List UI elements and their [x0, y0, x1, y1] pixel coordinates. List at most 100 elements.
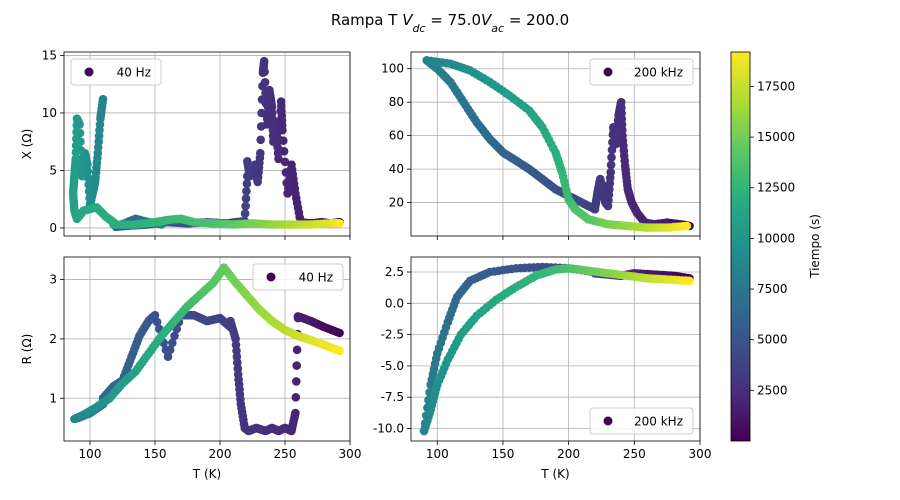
x-tick-label: 100	[426, 447, 449, 461]
figure-title: Rampa T Vdc = 75.0Vac = 200.0	[331, 11, 569, 35]
y-tick-label: 10	[42, 106, 57, 120]
scatter-point	[292, 361, 302, 370]
scatter-point	[72, 134, 81, 144]
y-tick-label: 2	[49, 332, 57, 346]
scatter-point	[280, 157, 290, 167]
y-tick-label: 1	[49, 391, 57, 405]
y-tick-label: -5.0	[381, 359, 404, 373]
y-tick-label: 20	[389, 196, 404, 210]
scatter-point	[607, 145, 617, 155]
scatter-point	[72, 114, 82, 123]
scatter-point	[282, 178, 292, 188]
colorbar: 2500 5000 7500 10000 12500 15000 17500 Tiempo …	[730, 51, 822, 442]
y-tick-label: 2.5	[385, 265, 404, 279]
scatter-point	[257, 108, 266, 118]
y-tick-label: 3	[49, 273, 57, 287]
x-axis-label: T (K)	[192, 467, 221, 481]
scatter-point	[685, 276, 694, 286]
scatter-point	[72, 127, 81, 137]
scatter-series	[68, 56, 344, 232]
legend-box	[589, 407, 694, 435]
x-tick-label: 300	[339, 447, 362, 461]
colorbar-tick-label: 17500	[757, 79, 795, 93]
scatter-point	[170, 331, 179, 341]
scatter-point	[243, 171, 252, 181]
scatter-point	[256, 122, 266, 131]
figure-title-prefix: Rampa T	[331, 11, 402, 29]
x-tick-label: 250	[274, 447, 297, 461]
figure-title-run: = 75.0	[425, 11, 481, 29]
scatter-point	[276, 106, 286, 116]
legend-box	[70, 58, 162, 86]
scatter-point	[609, 123, 618, 132]
colorbar-tick-label: 7500	[757, 282, 788, 296]
x-200khz-panel: 20 40 60 80 100 200 kHz	[381, 51, 701, 240]
x-40hz-panel: 0 5 10 15 X (Ω) 40 Hz	[20, 48, 351, 240]
scatter-point	[292, 345, 302, 355]
scatter-point	[292, 377, 301, 386]
colorbar-gradient	[730, 51, 751, 442]
legend-box	[589, 58, 694, 86]
legend: 200 kHz	[589, 407, 694, 435]
scatter-point	[682, 221, 692, 231]
scatter-point	[242, 179, 252, 188]
figure-title-run: ac	[491, 22, 504, 35]
colorbar-label: Tiempo (s)	[808, 214, 822, 279]
legend: 200 kHz	[589, 58, 694, 86]
scatter-series	[419, 262, 694, 436]
scatter-point	[258, 68, 268, 77]
figure-title-run: V	[402, 11, 414, 29]
plot-frame	[63, 51, 351, 237]
scatter-series	[422, 56, 694, 232]
scatter-point	[241, 201, 250, 211]
scatter-point	[77, 171, 87, 181]
y-tick-label: -10.0	[373, 421, 404, 435]
x-tick-label: 250	[623, 447, 646, 461]
colorbar-tick-label: 5000	[757, 333, 788, 347]
x-tick-label: 150	[492, 447, 515, 461]
scatter-point	[256, 135, 266, 145]
y-tick-label: -7.5	[381, 390, 404, 404]
x-tick-label: 300	[689, 447, 712, 461]
scatter-point	[261, 88, 270, 98]
scatter-point	[243, 157, 252, 166]
y-tick-label: 15	[42, 48, 57, 62]
legend-label: 40 Hz	[117, 66, 151, 80]
r-40hz-panel: 100 150 200 250 300 1 2 3 T (K) R (Ω) 40 Hz	[20, 256, 362, 481]
scatter-point	[257, 95, 267, 104]
scatter-point	[293, 313, 303, 323]
y-tick-label: 5	[49, 163, 57, 177]
figure-title-run: V	[481, 11, 493, 29]
legend-label: 200 kHz	[634, 66, 683, 80]
plot-frame	[63, 256, 351, 442]
scatter-point	[291, 393, 301, 402]
y-tick-label: 60	[389, 129, 404, 143]
y-tick-label: 0.0	[385, 296, 404, 310]
scatter-point	[240, 209, 250, 218]
scatter-point	[72, 121, 82, 130]
scatter-point	[161, 345, 171, 355]
legend-box	[252, 263, 344, 291]
scatter-point	[281, 168, 291, 177]
y-tick-label: 40	[389, 162, 404, 176]
scatter-point	[608, 138, 617, 147]
r-200khz-panel: 100 150 200 250 300 -10.0 -7.5 -5.0 -2.5 0.0 2.5 T …	[373, 256, 712, 481]
plot-frame	[410, 51, 701, 237]
scatter-point	[606, 160, 616, 170]
y-tick-label: -2.5	[381, 328, 404, 342]
figure-title-run: = 200.0	[504, 11, 569, 29]
x-tick-label: 200	[209, 447, 232, 461]
legend: 40 Hz	[70, 58, 162, 86]
legend: 40 Hz	[252, 263, 344, 291]
y-tick-label: 80	[389, 95, 404, 109]
scatter-point	[258, 81, 267, 91]
scatter-point	[77, 163, 87, 172]
scatter-point	[84, 187, 94, 196]
colorbar-tick-label: 2500	[757, 383, 788, 397]
scatter-point	[168, 338, 177, 348]
y-tick-label: 0	[49, 221, 57, 235]
legend-marker	[266, 272, 276, 282]
plot-frame	[410, 256, 701, 442]
scatter-series	[70, 263, 344, 436]
